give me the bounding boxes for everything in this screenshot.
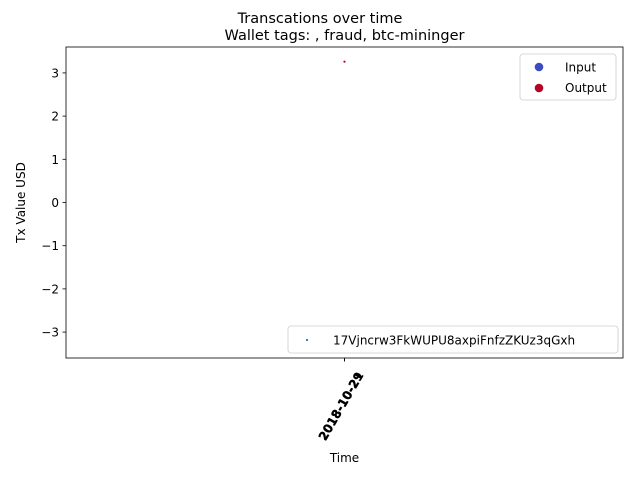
y-tick-label: 2 [51, 110, 59, 124]
legend-wallet-label: 17Vjncrw3FkWUPU8axpiFnfzZKUz3qGxh [333, 334, 575, 348]
x-axis-label: Time [329, 451, 359, 465]
chart-suptitle: Transcations over time [237, 11, 403, 27]
legend-frame [519, 53, 617, 101]
chart-title: Wallet tags: , fraud, btc-mininger [225, 28, 465, 44]
y-tick-label: 1 [51, 153, 59, 167]
y-axis-label: Tx Value USD [14, 162, 28, 244]
y-tick-label: −3 [41, 326, 59, 340]
legend-wallet: 17Vjncrw3FkWUPU8axpiFnfzZKUz3qGxh [287, 325, 619, 354]
y-tick-label: 0 [51, 196, 59, 210]
legend-direction: Input Output [519, 53, 617, 101]
x-tick-label: 2018-10-21 [316, 370, 367, 443]
data-points [343, 60, 346, 63]
legend-frame [287, 325, 619, 354]
legend-input-label: Input [565, 61, 596, 75]
legend-output-marker [534, 83, 544, 93]
y-axis: 3 2 1 0 −1 −2 −3 [41, 66, 66, 340]
y-tick-label: −2 [41, 282, 59, 296]
legend-input-marker [534, 62, 544, 72]
y-tick-label: −1 [41, 239, 59, 253]
data-point-output [343, 60, 346, 63]
legend-output-label: Output [565, 81, 607, 95]
y-tick-label: 3 [51, 66, 59, 80]
legend-wallet-marker [305, 338, 309, 342]
